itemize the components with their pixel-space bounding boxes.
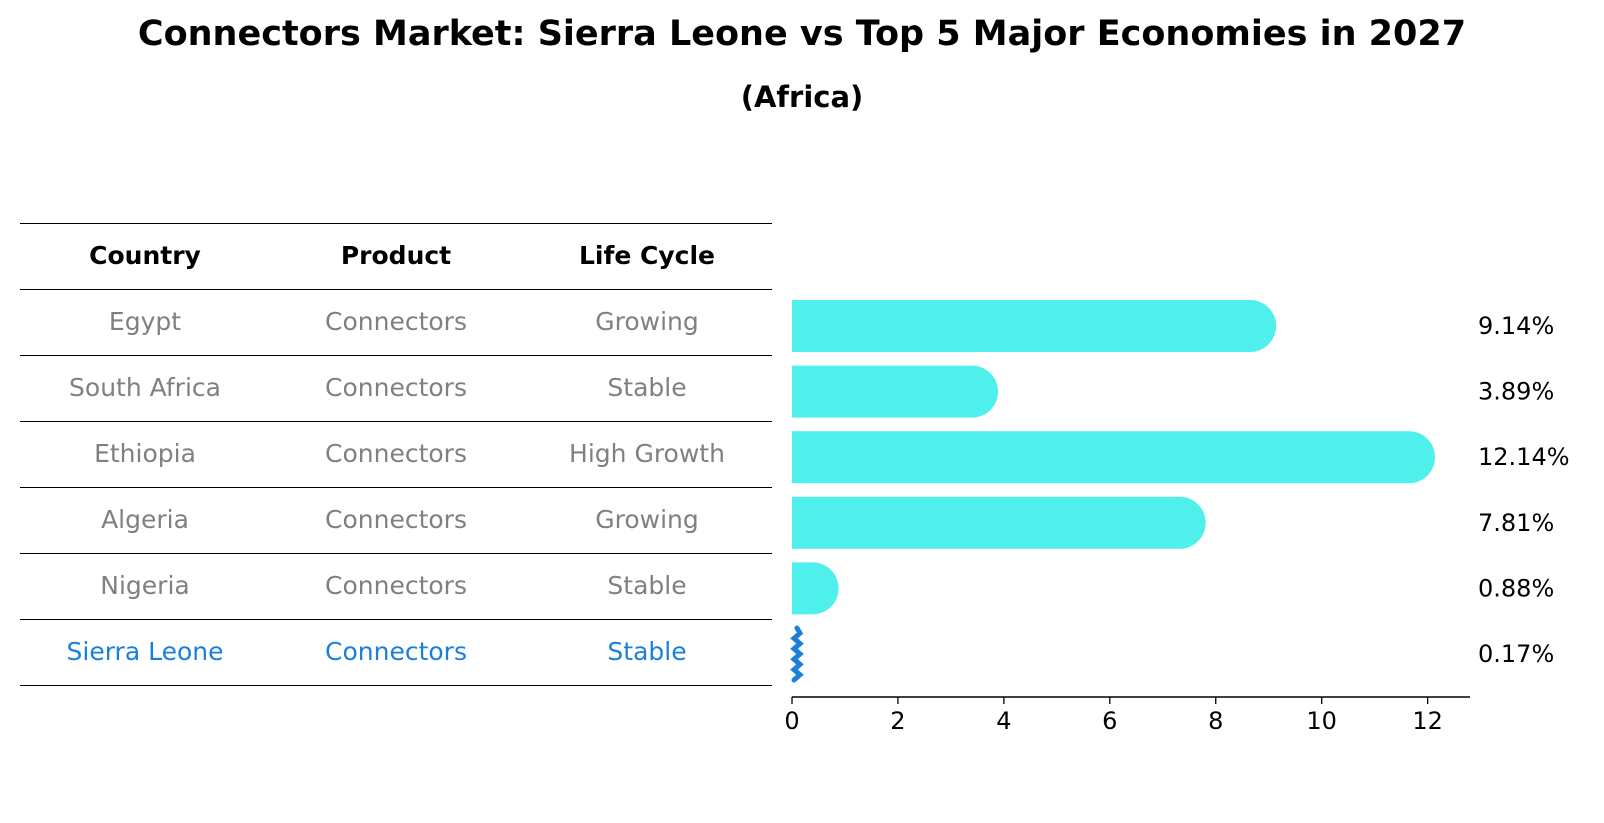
value-label-egypt: 9.14%: [1478, 312, 1554, 340]
cell-life-cycle: Stable: [607, 373, 687, 402]
table-row: South Africa Connectors Stable: [20, 355, 772, 421]
table-rule: [20, 619, 772, 620]
bar-egypt: [792, 300, 1277, 352]
table-row: Algeria Connectors Growing: [20, 487, 772, 553]
x-tick-label: 12: [1412, 707, 1443, 735]
table-row: Ethiopia Connectors High Growth: [20, 421, 772, 487]
bar-sierra-leone: [790, 625, 804, 683]
cell-country: Egypt: [108, 307, 182, 336]
x-tick-label: 2: [890, 707, 905, 735]
header-product: Product: [340, 241, 452, 270]
table-row: Nigeria Connectors Stable: [20, 553, 772, 619]
x-tick-label: 10: [1306, 707, 1337, 735]
x-tick-label: 6: [1102, 707, 1117, 735]
chart-subtitle: (Africa): [740, 80, 864, 114]
table-rule: [20, 685, 772, 686]
bar-south-africa: [792, 365, 999, 418]
header-country: Country: [89, 241, 201, 270]
table-rule: [20, 487, 772, 488]
x-tick-label: 0: [784, 707, 799, 735]
cell-country: South Africa: [69, 373, 221, 402]
value-label-algeria: 7.81%: [1478, 509, 1554, 537]
cell-product: Connectors: [325, 505, 467, 534]
table-rule: [20, 289, 772, 290]
table-header-row: Country Product Life Cycle: [20, 223, 772, 289]
value-label-south-africa: 3.89%: [1478, 378, 1554, 406]
x-tick-label: 4: [996, 707, 1011, 735]
table-row-highlighted: Sierra Leone Connectors Stable: [20, 619, 772, 685]
table-rule: [20, 355, 772, 356]
cell-country: Nigeria: [100, 571, 190, 600]
value-label-group: 9.14% 3.89% 12.14% 7.81% 0.88% 0.17%: [1478, 312, 1570, 668]
header-life-cycle: Life Cycle: [578, 241, 716, 270]
cell-life-cycle: Stable: [607, 571, 687, 600]
table-rule: [20, 421, 772, 422]
cell-country: Ethiopia: [94, 439, 196, 468]
cell-life-cycle: High Growth: [569, 439, 725, 468]
table-rule: [20, 223, 772, 224]
table-rule: [20, 553, 772, 554]
bar-algeria: [792, 496, 1206, 549]
cell-product: Connectors: [325, 373, 467, 402]
value-label-sierra-leone: 0.17%: [1478, 640, 1554, 668]
cell-product: Connectors: [325, 439, 467, 468]
chart-title: Connectors Market: Sierra Leone vs Top 5…: [137, 14, 1467, 54]
table-row: Egypt Connectors Growing: [20, 289, 772, 355]
bar-group: [790, 300, 1436, 683]
bar-nigeria: [792, 562, 839, 615]
cell-product: Connectors: [325, 571, 467, 600]
cell-life-cycle: Stable: [607, 637, 687, 666]
value-label-ethiopia: 12.14%: [1478, 443, 1570, 471]
cell-product: Connectors: [325, 307, 467, 336]
x-axis: 0 2 4 6 8 10 12: [784, 696, 1470, 735]
x-tick-label: 8: [1208, 707, 1223, 735]
cell-life-cycle: Growing: [595, 307, 699, 336]
bar-ethiopia: [792, 431, 1436, 484]
cell-country: Algeria: [101, 505, 189, 534]
cell-product: Connectors: [325, 637, 467, 666]
value-label-nigeria: 0.88%: [1478, 574, 1554, 602]
cell-country: Sierra Leone: [66, 637, 224, 666]
cell-life-cycle: Growing: [595, 505, 699, 534]
